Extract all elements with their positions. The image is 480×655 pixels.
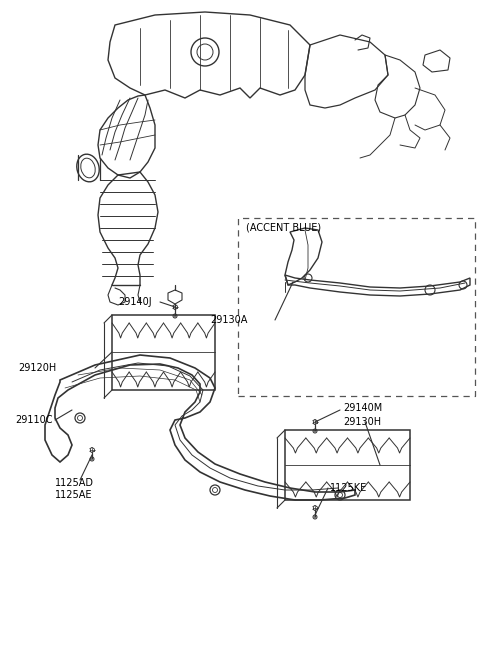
Bar <box>238 218 475 396</box>
Text: 29130A: 29130A <box>211 315 248 325</box>
Text: 29120H: 29120H <box>18 363 56 373</box>
Text: 1125AD: 1125AD <box>55 478 94 488</box>
Text: 29110C: 29110C <box>15 415 52 425</box>
Text: 29130H: 29130H <box>343 417 381 427</box>
Text: 29140M: 29140M <box>343 403 382 413</box>
Text: 1125KE: 1125KE <box>330 483 367 493</box>
Text: (ACCENT BLUE): (ACCENT BLUE) <box>246 223 321 233</box>
Text: 1125AE: 1125AE <box>55 490 93 500</box>
Text: 29140J: 29140J <box>118 297 152 307</box>
